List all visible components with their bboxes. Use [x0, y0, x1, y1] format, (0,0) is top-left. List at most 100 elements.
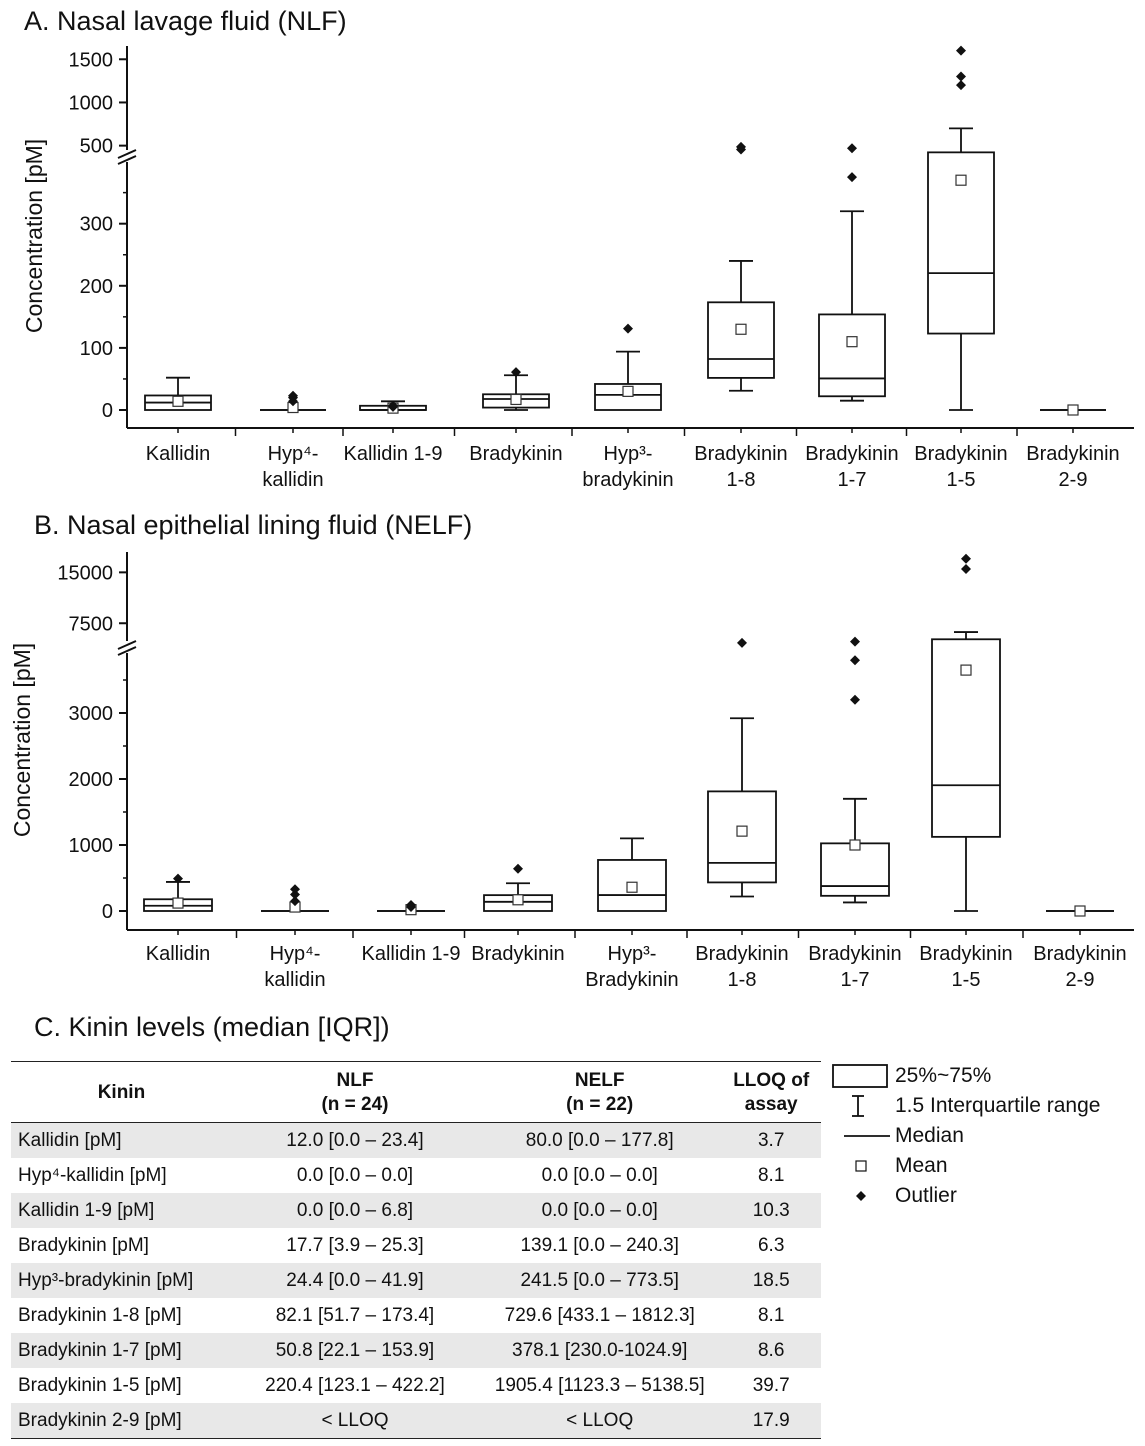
cell-nelf: 0.0 [0.0 – 0.0]: [541, 1164, 658, 1186]
cell-lloq: 17.9: [721, 1403, 821, 1439]
x-category-label: Bradykinin: [914, 443, 1007, 465]
x-category-label: 1-8: [727, 469, 756, 491]
x-category-label: 2-9: [1059, 469, 1088, 491]
legend-label-whisker: 1.5 Interquartile range: [895, 1094, 1101, 1117]
chart-b-nelf: 0 1000 2000 3000 7500 15000 Concentration [pM]…: [9, 552, 1134, 991]
mean-marker: [960, 664, 972, 676]
y-tick-label: 1000: [69, 835, 114, 857]
x-category-label: 1-5: [952, 969, 981, 991]
x-category-label: Bradykinin: [469, 443, 562, 465]
cell-kinin: Bradykinin 1-8 [pM]: [18, 1304, 182, 1326]
table-row: Bradykinin 1-8 [pM] 82.1 [51.7 – 173.4] 72…: [11, 1298, 821, 1333]
cell-nlf: 17.7 [3.9 – 25.3]: [286, 1234, 424, 1256]
header-kinin: Kinin: [11, 1061, 232, 1123]
x-category-label: Kallidin: [146, 443, 210, 465]
cell-nelf: < LLOQ: [478, 1403, 722, 1439]
axis-break-mark: [117, 149, 137, 165]
outlier-marker: [956, 45, 966, 56]
header-nlf-n: (n = 24): [321, 1094, 389, 1115]
cell-nlf: 0.0 [0.0 – 6.8]: [231, 1193, 479, 1228]
box-5: [594, 323, 662, 411]
x-category-label: Bradykinin: [805, 443, 898, 465]
cell-nelf: 1905.4 [1123.3 – 5138.5]: [494, 1374, 705, 1396]
x-category-label: Bradykinin: [695, 943, 788, 965]
box-1: [143, 873, 213, 912]
x-category-label: Bradykinin: [694, 443, 787, 465]
legend-label-box: 25%~75%: [895, 1064, 992, 1087]
mean-marker: [1067, 404, 1079, 416]
x-category-label: Bradykinin: [471, 943, 564, 965]
chart-a-nlf: 0 100 200 300 500 1000 1500 Concentration [pM] K…: [21, 45, 1134, 491]
cell-lloq: 8.6: [721, 1333, 821, 1368]
box-7: [820, 636, 890, 904]
x-category-label: Bradykinin: [808, 943, 901, 965]
y-tick-label: 1500: [69, 49, 114, 71]
table-header-row: Kinin NLF (n = 24) NELF (n = 22) LLOQ of…: [11, 1061, 821, 1123]
outlier-marker: [956, 80, 966, 91]
cell-lloq: 10.3: [721, 1193, 821, 1228]
box-2: [261, 884, 329, 913]
mean-marker: [955, 174, 967, 186]
cell-kinin: Kallidin 1-9 [pM]: [11, 1193, 232, 1228]
mean-marker: [172, 897, 184, 909]
table-row: Bradykinin 1-5 [pM] 220.4 [123.1 – 422.2]…: [11, 1368, 821, 1403]
iqr-box: [597, 859, 667, 912]
legend-item-mean: Mean: [832, 1152, 1142, 1180]
box-1: [144, 376, 212, 411]
legend-whisker-icon: [852, 1095, 864, 1117]
y-axis-label: Concentration [pM]: [9, 643, 35, 837]
iqr-box: [707, 790, 777, 884]
y-tick-label: 7500: [69, 613, 114, 635]
legend-item-box: 25%~75%: [832, 1062, 1142, 1090]
kinin-levels-table: Kinin NLF (n = 24) NELF (n = 22) LLOQ of…: [11, 1061, 821, 1439]
cell-nlf: 24.4 [0.0 – 41.9]: [231, 1263, 479, 1298]
iqr-box: [927, 151, 995, 335]
outlier-marker: [511, 367, 521, 378]
box-4: [483, 863, 553, 912]
cell-kinin: Kallidin [pM]: [11, 1122, 232, 1158]
y-tick-label: 200: [80, 276, 113, 298]
outlier-marker: [850, 655, 860, 666]
cell-nelf: 80.0 [0.0 – 177.8]: [478, 1122, 722, 1158]
table-row: Bradykinin 2-9 [pM] < LLOQ < LLOQ 17.9: [11, 1403, 821, 1439]
cell-lloq: 3.7: [721, 1122, 821, 1158]
x-category-label: Kallidin 1-9: [344, 443, 443, 465]
outlier-marker: [961, 563, 971, 574]
mean-marker: [622, 385, 634, 397]
legend-item-whisker: 1.5 Interquartile range: [832, 1092, 1142, 1120]
panel-a-title: A. Nasal lavage fluid (NLF): [24, 6, 347, 36]
outlier-marker: [290, 896, 300, 907]
outlier-marker: [961, 553, 971, 564]
mean-marker: [846, 336, 858, 348]
cell-nelf: 729.6 [433.1 – 1812.3]: [504, 1304, 695, 1326]
table-row: Bradykinin [pM] 17.7 [3.9 – 25.3] 139.1 [0…: [11, 1228, 821, 1263]
legend-median-icon: [844, 1135, 890, 1137]
outlier-marker: [290, 884, 300, 895]
outlier-marker: [406, 900, 416, 911]
y-tick-label: 0: [102, 400, 113, 422]
legend-item-median: Median: [832, 1122, 1142, 1150]
x-category-label: 1-5: [947, 469, 976, 491]
x-category-label: Hyp⁴-: [268, 443, 319, 465]
legend-outlier-icon: [856, 1191, 866, 1201]
outlier-marker: [850, 636, 860, 647]
iqr-box: [818, 313, 886, 398]
cell-nlf: 220.4 [123.1 – 422.2]: [265, 1374, 445, 1396]
iqr-box: [820, 842, 890, 897]
panel-b-title: B. Nasal epithelial lining fluid (NELF): [34, 510, 473, 540]
outlier-marker: [290, 889, 300, 900]
panel-c-title: C. Kinin levels (median [IQR]): [34, 1012, 390, 1042]
x-category-label: Bradykinin: [585, 969, 678, 991]
legend-box-icon: [832, 1064, 888, 1088]
box-3: [359, 400, 427, 414]
cell-nlf: 82.1 [51.7 – 173.4]: [275, 1304, 435, 1326]
chart-legend: 25%~75% 1.5 Interquartile range Median M…: [832, 1062, 1142, 1212]
cell-kinin: Bradykinin 2-9 [pM]: [11, 1403, 232, 1439]
header-lloq-line2: assay: [744, 1094, 798, 1115]
mean-marker: [626, 881, 638, 893]
cell-kinin: Bradykinin [pM]: [18, 1234, 149, 1256]
legend-mean-icon: [855, 1160, 867, 1172]
y-tick-label: 500: [80, 136, 113, 158]
outlier-marker: [623, 323, 633, 334]
cell-nelf: 139.1 [0.0 – 240.3]: [520, 1234, 679, 1256]
